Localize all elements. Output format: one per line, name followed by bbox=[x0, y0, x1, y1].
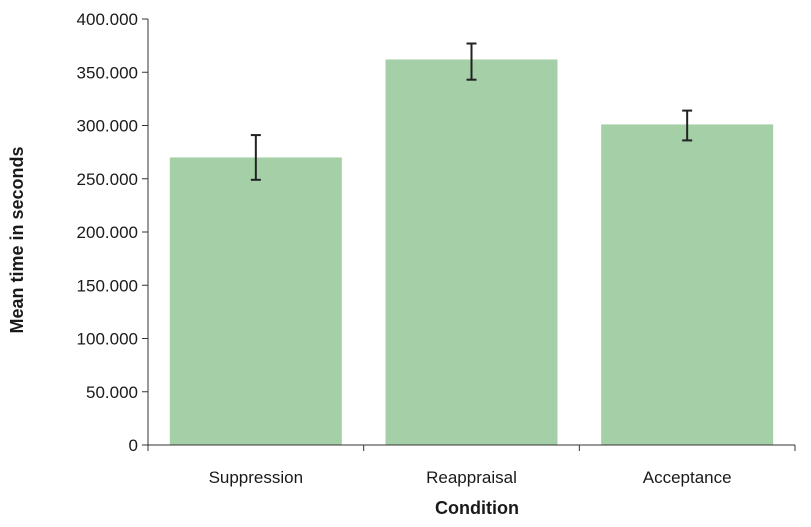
x-tick-label: Suppression bbox=[209, 468, 304, 487]
error-bar-acceptance bbox=[682, 109, 693, 142]
y-tick-label: 250.000 bbox=[77, 170, 138, 189]
bar-acceptance bbox=[601, 124, 774, 445]
x-ticks-group: Suppression Reappraisal Acceptance bbox=[147, 445, 796, 487]
bar-suppression bbox=[169, 157, 342, 445]
y-axis-title: Mean time in seconds bbox=[7, 146, 27, 333]
bars-group bbox=[169, 59, 774, 445]
bar-reappraisal bbox=[385, 59, 558, 445]
x-tick-label: Reappraisal bbox=[426, 468, 517, 487]
y-tick-label: 150.000 bbox=[77, 276, 138, 295]
error-bar-suppression bbox=[250, 134, 261, 181]
y-tick-label: 50.000 bbox=[86, 383, 138, 402]
x-axis-title: Condition bbox=[435, 498, 519, 518]
y-tick-label: 400.000 bbox=[77, 10, 138, 29]
y-tick-label: 200.000 bbox=[77, 223, 138, 242]
x-tick-label: Acceptance bbox=[643, 468, 732, 487]
y-tick-label: 300.000 bbox=[77, 117, 138, 136]
y-tick-label: 0 bbox=[129, 436, 138, 455]
y-tick-label: 100.000 bbox=[77, 330, 138, 349]
error-bars-group bbox=[250, 42, 693, 181]
y-tick-label: 350.000 bbox=[77, 63, 138, 82]
y-ticks-group: 0 50.000 100.000 150.000 200.000 250.000 300.0… bbox=[77, 10, 148, 455]
error-bar-reappraisal bbox=[466, 42, 477, 81]
